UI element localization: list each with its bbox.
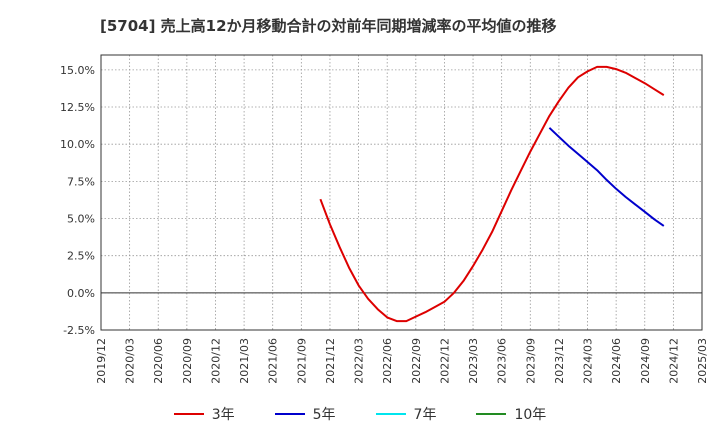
x-tick-label: 2022/12 [438, 338, 451, 384]
legend-swatch [476, 413, 507, 415]
legend-item: 7年 [375, 404, 437, 424]
plot-area [101, 55, 702, 330]
x-tick-label: 2020/12 [209, 338, 222, 384]
x-tick-label: 2021/06 [267, 338, 280, 384]
y-tick-label: 7.5% [67, 175, 95, 188]
y-tick-label: 15.0% [60, 64, 95, 77]
x-tick-label: 2023/03 [467, 338, 480, 384]
x-tick-label: 2022/09 [410, 338, 423, 384]
x-tick-label: 2025/03 [696, 338, 709, 384]
x-tick-label: 2022/06 [381, 338, 394, 384]
x-tick-label: 2021/12 [324, 338, 337, 384]
x-tick-label: 2024/03 [582, 338, 595, 384]
y-tick-label: 12.5% [60, 101, 95, 114]
x-tick-label: 2021/03 [238, 338, 251, 384]
series-line-5年 [548, 127, 665, 227]
x-tick-label: 2022/03 [353, 338, 366, 384]
chart-title: [5704] 売上高12か月移動合計の対前年同期増減率の平均値の推移 [100, 17, 557, 35]
x-tick-label: 2020/03 [124, 338, 137, 384]
y-tick-label: 0.0% [67, 287, 95, 300]
x-tick-label: 2024/06 [610, 338, 623, 384]
legend-item: 3年 [173, 404, 235, 424]
legend-label: 3年 [211, 407, 235, 423]
legend-item: 10年 [476, 404, 546, 424]
x-tick-label: 2024/12 [667, 338, 680, 384]
legend-label: 7年 [413, 407, 437, 423]
y-tick-label: 5.0% [67, 213, 95, 226]
y-tick-label: -2.5% [63, 324, 95, 337]
x-tick-label: 2023/06 [496, 338, 509, 384]
y-tick-label: 10.0% [60, 138, 95, 151]
x-tick-label: 2024/09 [639, 338, 652, 384]
legend-label: 5年 [312, 407, 336, 423]
series-lines [319, 65, 665, 323]
series-line-3年 [319, 65, 665, 323]
legend-item: 5年 [274, 404, 336, 424]
legend-swatch [173, 413, 204, 415]
x-tick-label: 2020/06 [152, 338, 165, 384]
legend: 3年 5年 7年 10年 [0, 404, 720, 424]
legend-swatch [375, 413, 406, 415]
x-axis-ticks: 2019/12 2020/03 2020/06 2020/09 2020/12 2021/… [95, 338, 709, 384]
x-tick-label: 2019/12 [95, 338, 108, 384]
x-tick-label: 2021/09 [295, 338, 308, 384]
grid-lines [100, 55, 703, 331]
plot-frame [100, 54, 703, 331]
legend-label: 10年 [514, 407, 547, 423]
x-tick-label: 2023/09 [524, 338, 537, 384]
axes [100, 54, 703, 331]
y-tick-label: 2.5% [67, 250, 95, 263]
x-tick-label: 2020/09 [181, 338, 194, 384]
legend-swatch [274, 413, 305, 415]
y-axis-ticks: 15.0% 12.5% 10.0% 7.5% 5.0% 2.5% 0.0% -2.5% [60, 64, 95, 337]
x-tick-label: 2023/12 [553, 338, 566, 384]
